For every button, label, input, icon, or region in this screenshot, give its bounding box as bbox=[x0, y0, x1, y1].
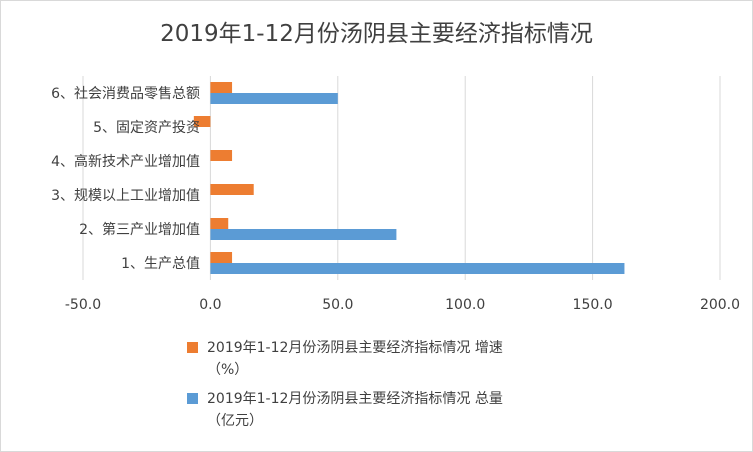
bar-growth bbox=[210, 218, 229, 229]
legend-label: （%） bbox=[207, 362, 248, 378]
bar-total bbox=[210, 229, 397, 240]
bar-growth bbox=[210, 184, 254, 195]
chart-title: 2019年1-12月份汤阴县主要经济指标情况 bbox=[160, 21, 593, 47]
bar-total bbox=[210, 93, 338, 104]
legend-label: 2019年1-12月份汤阴县主要经济指标情况 增速 bbox=[207, 340, 503, 356]
category-label: 3、规模以上工业增加值 bbox=[51, 188, 200, 204]
x-tick-label: 150.0 bbox=[573, 297, 613, 313]
category-label: 6、社会消费品零售总额 bbox=[51, 86, 200, 102]
category-label: 2、第三产业增加值 bbox=[79, 221, 200, 238]
x-tick-label: 0.0 bbox=[199, 297, 221, 313]
bar-growth bbox=[210, 150, 233, 161]
legend-label: （亿元） bbox=[207, 413, 263, 429]
category-labels: 1、生产总值 2、第三产业增加值 3、规模以上工业增加值 4、高新技术产业增加值 5、固… bbox=[51, 86, 200, 272]
category-label: 4、高新技术产业增加值 bbox=[51, 153, 200, 170]
x-tick-label: 100.0 bbox=[445, 297, 485, 313]
legend-label: 2019年1-12月份汤阴县主要经济指标情况 总量 bbox=[207, 391, 503, 407]
bar-growth bbox=[193, 116, 211, 127]
x-tick-labels: -50.0 0.0 50.0 100.0 150.0 200.0 bbox=[65, 297, 740, 313]
x-tick-label: 200.0 bbox=[700, 297, 740, 313]
bar-total bbox=[210, 263, 625, 274]
legend: 2019年1-12月份汤阴县主要经济指标情况 增速 （%） 2019年1-12月份汤… bbox=[187, 340, 503, 429]
legend-swatch bbox=[187, 393, 198, 404]
bar-growth bbox=[210, 82, 233, 93]
gridlines bbox=[82, 76, 721, 280]
legend-swatch bbox=[187, 342, 198, 353]
category-label: 5、固定资产投资 bbox=[93, 120, 200, 136]
category-label: 1、生产总值 bbox=[121, 256, 200, 272]
bars bbox=[193, 82, 625, 274]
bar-growth bbox=[210, 252, 233, 263]
x-tick-label: 50.0 bbox=[322, 297, 353, 313]
x-tick-label: -50.0 bbox=[65, 297, 101, 313]
